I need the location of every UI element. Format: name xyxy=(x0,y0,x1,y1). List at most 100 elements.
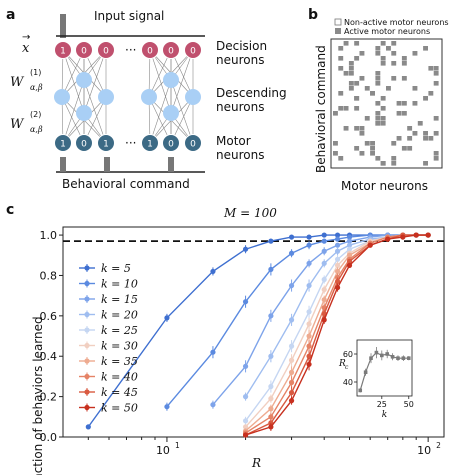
active-cell xyxy=(396,101,402,106)
active-cell xyxy=(423,46,428,51)
active-cell xyxy=(401,61,407,66)
active-cell xyxy=(359,151,365,156)
legend-marker xyxy=(84,265,90,271)
data-point xyxy=(321,238,327,244)
connection xyxy=(170,79,194,144)
y-tick-label: 0.8 xyxy=(40,269,58,282)
legend-label: k = 20 xyxy=(101,309,138,322)
panel-c-label: c xyxy=(6,202,14,218)
active-cell xyxy=(364,141,370,146)
legend-marker xyxy=(84,404,90,411)
motor-neuron xyxy=(75,134,93,152)
data-point xyxy=(288,398,295,404)
data-point xyxy=(334,248,341,254)
data-point xyxy=(268,396,274,402)
data-point xyxy=(268,383,274,390)
legend-marker xyxy=(84,327,90,333)
data-point xyxy=(334,236,341,242)
data-point xyxy=(210,402,216,408)
active-cell xyxy=(338,66,344,71)
data-point xyxy=(367,242,373,248)
legend-label: k = 10 xyxy=(101,278,138,291)
row-label-w2-sub: α,β xyxy=(30,125,43,134)
legend-label: k = 15 xyxy=(101,293,138,306)
active-cell xyxy=(417,121,423,126)
x-tick-exponent: 1 xyxy=(175,441,180,450)
inset-ylabel: R xyxy=(338,359,346,369)
data-point xyxy=(164,315,170,321)
activation-matrix xyxy=(333,41,439,166)
data-point xyxy=(242,432,249,438)
legend-marker xyxy=(84,358,90,364)
connection xyxy=(83,79,107,144)
active-cell xyxy=(343,126,349,131)
inset-data-point xyxy=(369,356,373,360)
active-cell xyxy=(375,111,381,116)
inset-data-point xyxy=(406,356,411,360)
active-cell xyxy=(375,81,381,86)
active-cell xyxy=(338,156,344,161)
data-point xyxy=(400,234,406,240)
decision-neuron xyxy=(54,41,72,59)
inset-data-point xyxy=(401,356,406,360)
decision-bit: 1 xyxy=(60,47,66,57)
descending-neuron xyxy=(76,105,92,121)
active-cell xyxy=(333,151,338,156)
active-cell xyxy=(386,46,391,51)
data-point xyxy=(346,246,353,252)
inset-data-point xyxy=(385,352,389,356)
data-point xyxy=(334,262,341,268)
active-cell xyxy=(433,156,439,161)
active-cell xyxy=(407,146,413,151)
active-cell xyxy=(423,136,428,141)
legend-nonactive-swatch xyxy=(334,18,342,26)
data-point xyxy=(288,389,295,396)
series xyxy=(242,232,431,438)
row-label-w1-sub: α,β xyxy=(30,83,43,92)
decision-neuron xyxy=(162,41,180,59)
legend-label: k = 40 xyxy=(101,371,138,384)
active-cell xyxy=(348,86,354,91)
active-cell xyxy=(364,116,370,121)
line-chart: 0.0 0.2 0.4 0.6 0.8 1.0 10 1 10 2 k = 5 k = 10 k = 1… xyxy=(40,226,445,457)
data-point xyxy=(306,361,312,367)
legend-marker xyxy=(84,311,90,318)
connection xyxy=(62,49,85,114)
active-cell xyxy=(391,41,397,46)
motor-bit: 1 xyxy=(147,140,153,150)
data-point xyxy=(334,242,341,248)
data-point xyxy=(321,276,327,283)
active-cell xyxy=(354,56,360,61)
chart-ylabel: Fraction of behaviors learned xyxy=(31,316,45,475)
chart-title: M = 100 xyxy=(223,206,277,220)
legend-marker xyxy=(84,389,90,395)
active-cell xyxy=(391,156,397,161)
active-cell xyxy=(380,56,386,61)
active-cell xyxy=(354,81,360,86)
data-point xyxy=(321,260,327,266)
data-point xyxy=(242,424,249,430)
active-cell xyxy=(375,101,381,106)
inset-background xyxy=(335,334,422,422)
connection xyxy=(170,49,194,114)
ellipsis-top: ··· xyxy=(125,43,136,57)
inset-data-point xyxy=(363,370,368,374)
data-point xyxy=(306,282,312,289)
row-label-w2: W xyxy=(10,117,25,132)
data-point xyxy=(242,246,249,252)
inset-data-point xyxy=(380,353,384,358)
inset-data-point xyxy=(358,388,363,393)
row-label-x: x xyxy=(22,41,30,56)
active-cell xyxy=(433,71,439,76)
active-cell xyxy=(380,116,386,121)
inset-y-tick-label: 40 xyxy=(343,378,353,387)
active-cell xyxy=(343,41,349,46)
legend-marker xyxy=(84,296,90,302)
x-tick-label: 10 xyxy=(417,444,431,457)
active-cell xyxy=(380,121,386,126)
active-cell xyxy=(407,126,413,131)
active-cell xyxy=(354,96,360,101)
connection xyxy=(83,49,107,114)
data-point xyxy=(242,394,249,400)
active-cell xyxy=(375,46,381,51)
